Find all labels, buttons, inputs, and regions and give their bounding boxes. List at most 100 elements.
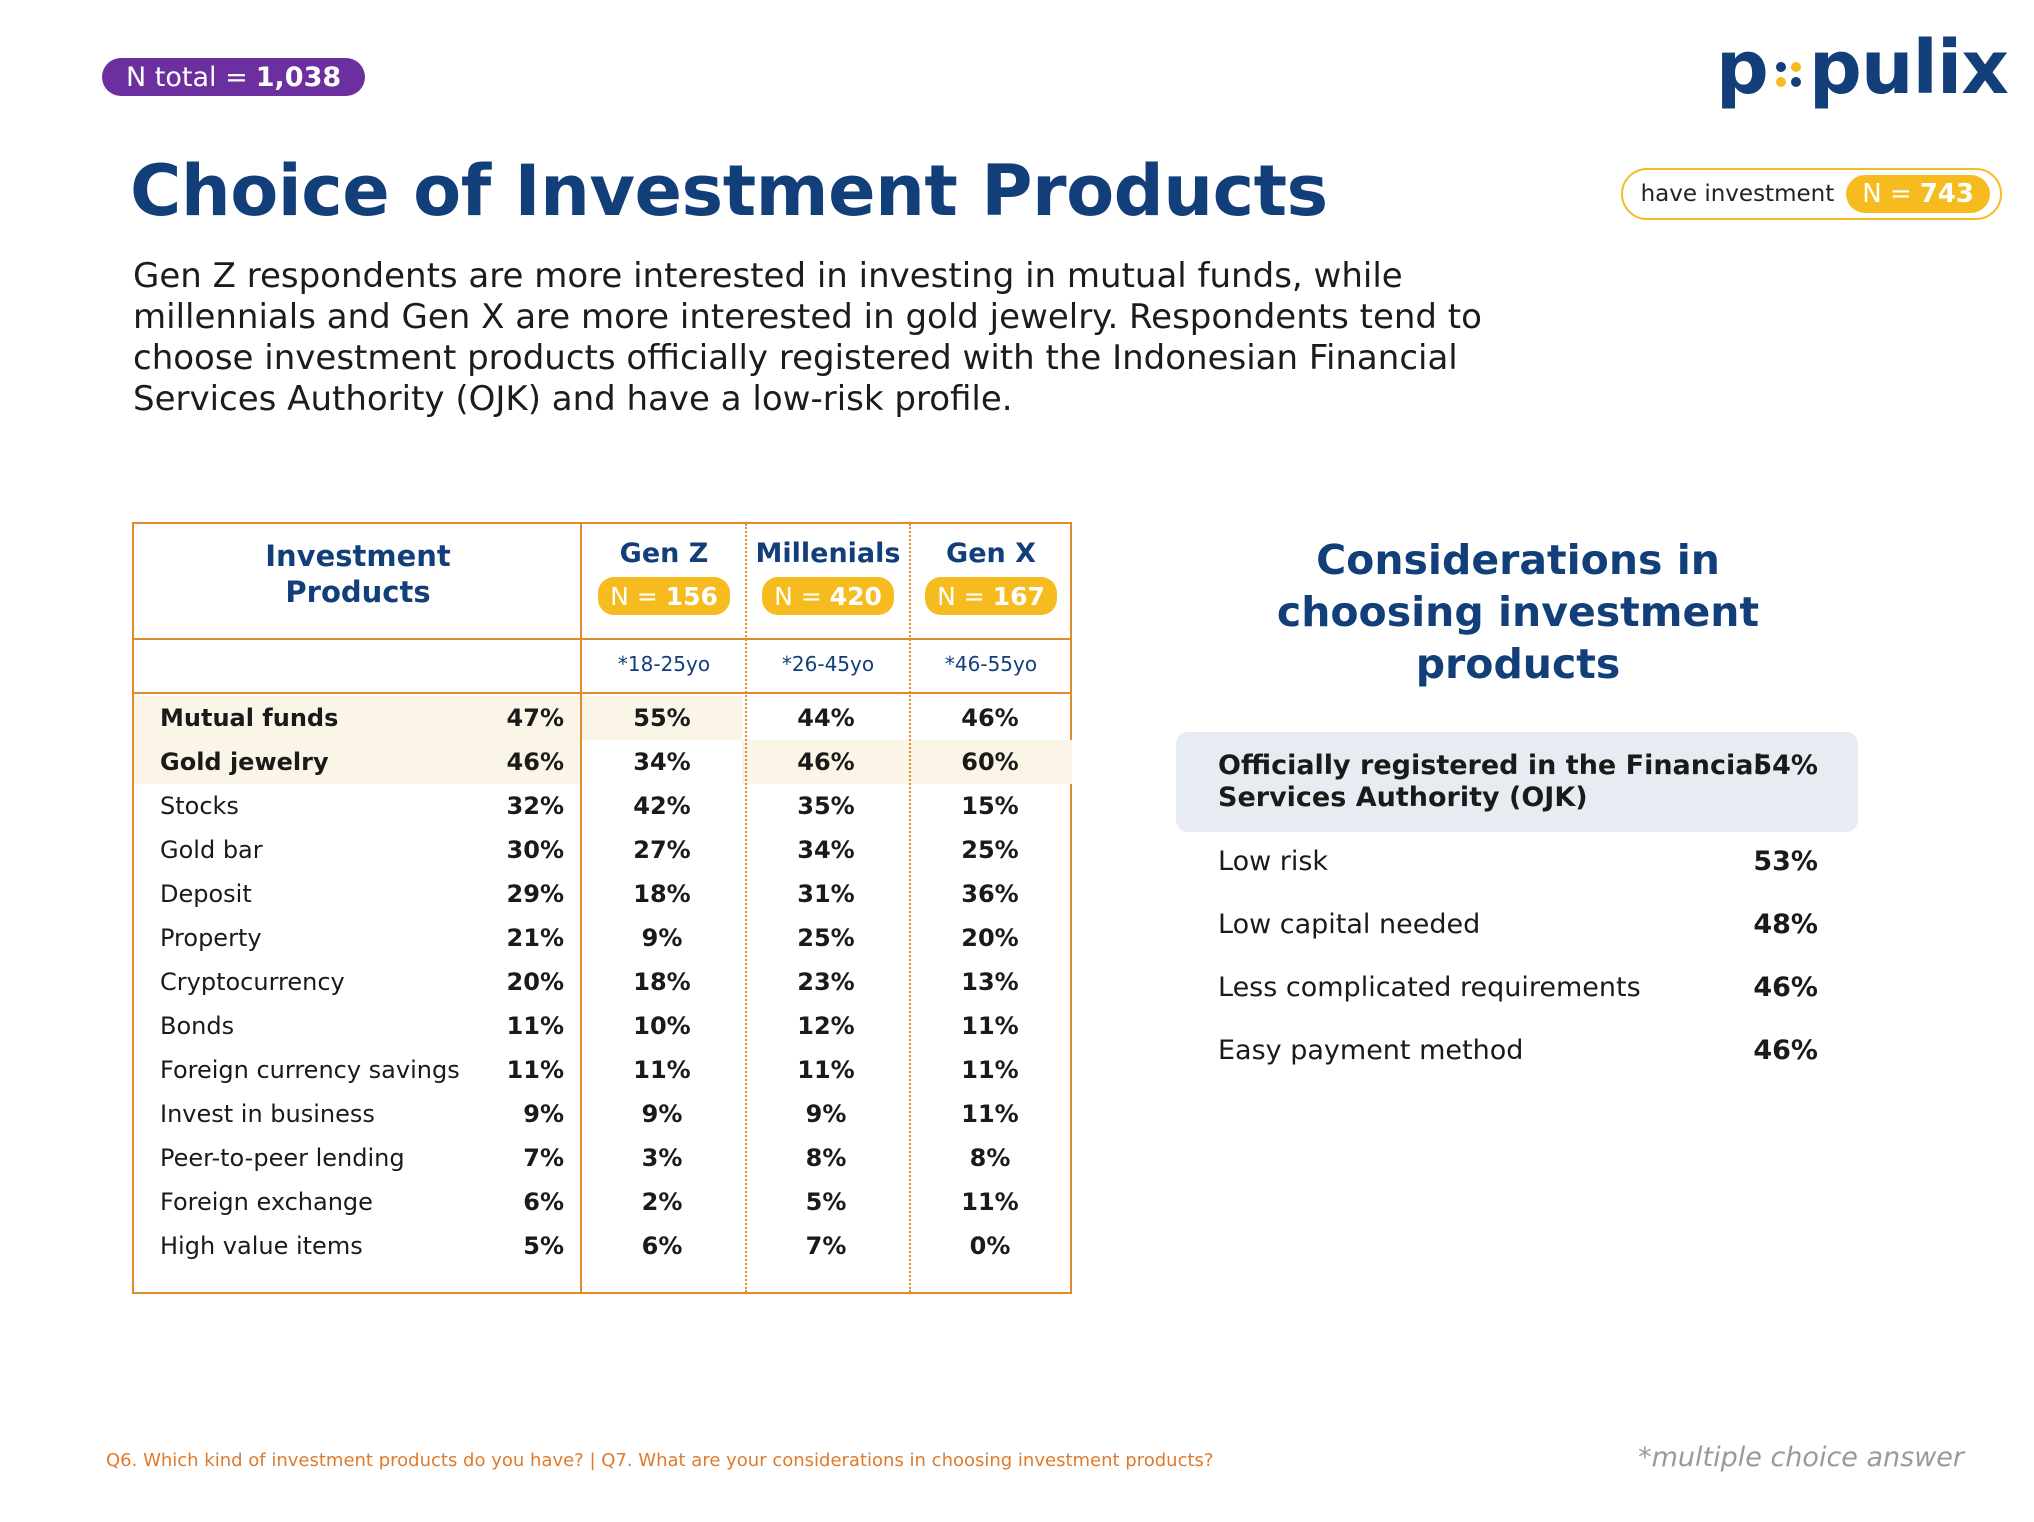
row-total: 46%	[506, 748, 564, 776]
considerations-title-line3: products	[1415, 640, 1621, 688]
row-millenials: 44%	[797, 704, 855, 732]
row-millenials: 5%	[805, 1188, 847, 1216]
row-genz: 55%	[633, 704, 691, 732]
investment-products-table: Investment Products Gen Z N = 156 Milleni…	[132, 522, 1072, 1294]
row-genz: 18%	[633, 968, 691, 996]
investment-header-line2: Products	[285, 575, 431, 609]
row-product: Peer-to-peer lending	[160, 1144, 405, 1172]
consideration-pct: 53%	[1753, 846, 1818, 877]
row-millenials: 9%	[805, 1100, 847, 1128]
row-product: Bonds	[160, 1012, 235, 1040]
row-total: 11%	[506, 1056, 564, 1084]
page-description: Gen Z respondents are more interested in…	[133, 256, 1482, 419]
consideration-pct: 48%	[1753, 909, 1818, 940]
row-product: High value items	[160, 1232, 363, 1260]
row-total: 7%	[523, 1144, 564, 1172]
gen-x-n-label: N =	[937, 581, 985, 611]
millenials-header: Millenials N = 420	[746, 538, 910, 615]
row-product: Foreign exchange	[160, 1188, 373, 1216]
footer-questions: Q6. Which kind of investment products do…	[106, 1450, 1214, 1471]
column-divider-dotted-2	[909, 524, 911, 1292]
consideration-item: Low capital needed	[1218, 909, 1481, 940]
table-row: Bonds 11% 10% 12% 11%	[134, 1004, 1070, 1048]
populix-logo: p pulix	[1715, 25, 2009, 111]
have-investment-n-value: 743	[1919, 179, 1974, 209]
row-total: 11%	[506, 1012, 564, 1040]
row-millenials: 7%	[805, 1232, 847, 1260]
table-row: Cryptocurrency 20% 18% 23% 13%	[134, 960, 1070, 1004]
row-genx: 20%	[961, 924, 1019, 952]
millenials-n-badge: N = 420	[762, 577, 894, 615]
have-investment-n-label: N =	[1862, 179, 1912, 209]
gen-z-age: *18-25yo	[617, 652, 711, 676]
have-investment-label: have investment	[1640, 181, 1835, 207]
row-genx: 8%	[969, 1144, 1011, 1172]
table-row: Stocks 32% 42% 35% 15%	[134, 784, 1070, 828]
row-total: 5%	[523, 1232, 564, 1260]
millenials-n-label: N =	[774, 581, 822, 611]
row-genx: 15%	[961, 792, 1019, 820]
row-genz: 42%	[633, 792, 691, 820]
consideration-pct: 54%	[1753, 750, 1818, 781]
row-genz: 6%	[641, 1232, 683, 1260]
row-genx: 25%	[961, 836, 1019, 864]
gen-x-age: *46-55yo	[944, 652, 1038, 676]
table-row: Mutual funds 47% 55% 44% 46%	[134, 696, 1070, 740]
investment-header-line1: Investment	[265, 539, 451, 573]
table-row: Foreign currency savings 11% 11% 11% 11%	[134, 1048, 1070, 1092]
row-total: 6%	[523, 1188, 564, 1216]
consideration-item: Easy payment method	[1218, 1035, 1524, 1066]
considerations-title-line1: Considerations in	[1316, 536, 1720, 584]
n-total-badge: N total = 1,038	[102, 58, 366, 96]
row-millenials: 35%	[797, 792, 855, 820]
logo-dots-icon	[1775, 61, 1801, 87]
row-total: 29%	[506, 880, 564, 908]
row-product: Stocks	[160, 792, 239, 820]
logo-text-left: p	[1715, 25, 1769, 111]
row-product: Gold jewelry	[160, 748, 329, 776]
page-title: Choice of Investment Products	[130, 150, 1328, 232]
row-product: Gold bar	[160, 836, 263, 864]
row-genx: 60%	[961, 748, 1019, 776]
consideration-item: Low risk	[1218, 846, 1329, 877]
column-divider-main	[580, 524, 582, 1292]
row-product: Cryptocurrency	[160, 968, 345, 996]
row-genx: 0%	[969, 1232, 1011, 1260]
row-total: 20%	[506, 968, 564, 996]
row-total: 9%	[523, 1100, 564, 1128]
row-millenials: 23%	[797, 968, 855, 996]
row-product: Invest in business	[160, 1100, 375, 1128]
gen-x-name: Gen X	[946, 538, 1036, 569]
row-millenials: 12%	[797, 1012, 855, 1040]
table-row: Gold jewelry 46% 34% 46% 60%	[134, 740, 1070, 784]
row-genx: 11%	[961, 1100, 1019, 1128]
row-genz: 11%	[633, 1056, 691, 1084]
age-divider	[134, 692, 1070, 694]
row-genx: 11%	[961, 1056, 1019, 1084]
table-row: Peer-to-peer lending 7% 3% 8% 8%	[134, 1136, 1070, 1180]
millenials-age: *26-45yo	[781, 652, 875, 676]
row-total: 30%	[506, 836, 564, 864]
table-row: High value items 5% 6% 7% 0%	[134, 1224, 1070, 1268]
consideration-pct: 46%	[1753, 1035, 1818, 1066]
row-genz: 3%	[641, 1144, 683, 1172]
consideration-label-line1: Officially registered in the Financial	[1218, 750, 1763, 781]
row-product: Property	[160, 924, 262, 952]
investment-products-header: Investment Products	[134, 538, 582, 610]
row-genz: 10%	[633, 1012, 691, 1040]
row-genz: 9%	[641, 1100, 683, 1128]
column-divider-dotted-1	[745, 524, 747, 1292]
logo-text-right: pulix	[1808, 25, 2009, 111]
consideration-pct: 46%	[1753, 972, 1818, 1003]
row-product: Foreign currency savings	[160, 1056, 460, 1084]
row-genx: 46%	[961, 704, 1019, 732]
row-genz: 9%	[641, 924, 683, 952]
highlight-top-products	[134, 696, 580, 784]
n-total-label: N total =	[126, 61, 248, 93]
row-genx: 11%	[961, 1188, 1019, 1216]
n-total-value: 1,038	[255, 61, 342, 93]
gen-z-n-badge: N = 156	[598, 577, 730, 615]
header-divider	[134, 638, 1070, 640]
have-investment-n: N = 743	[1846, 175, 1990, 213]
row-genx: 11%	[961, 1012, 1019, 1040]
